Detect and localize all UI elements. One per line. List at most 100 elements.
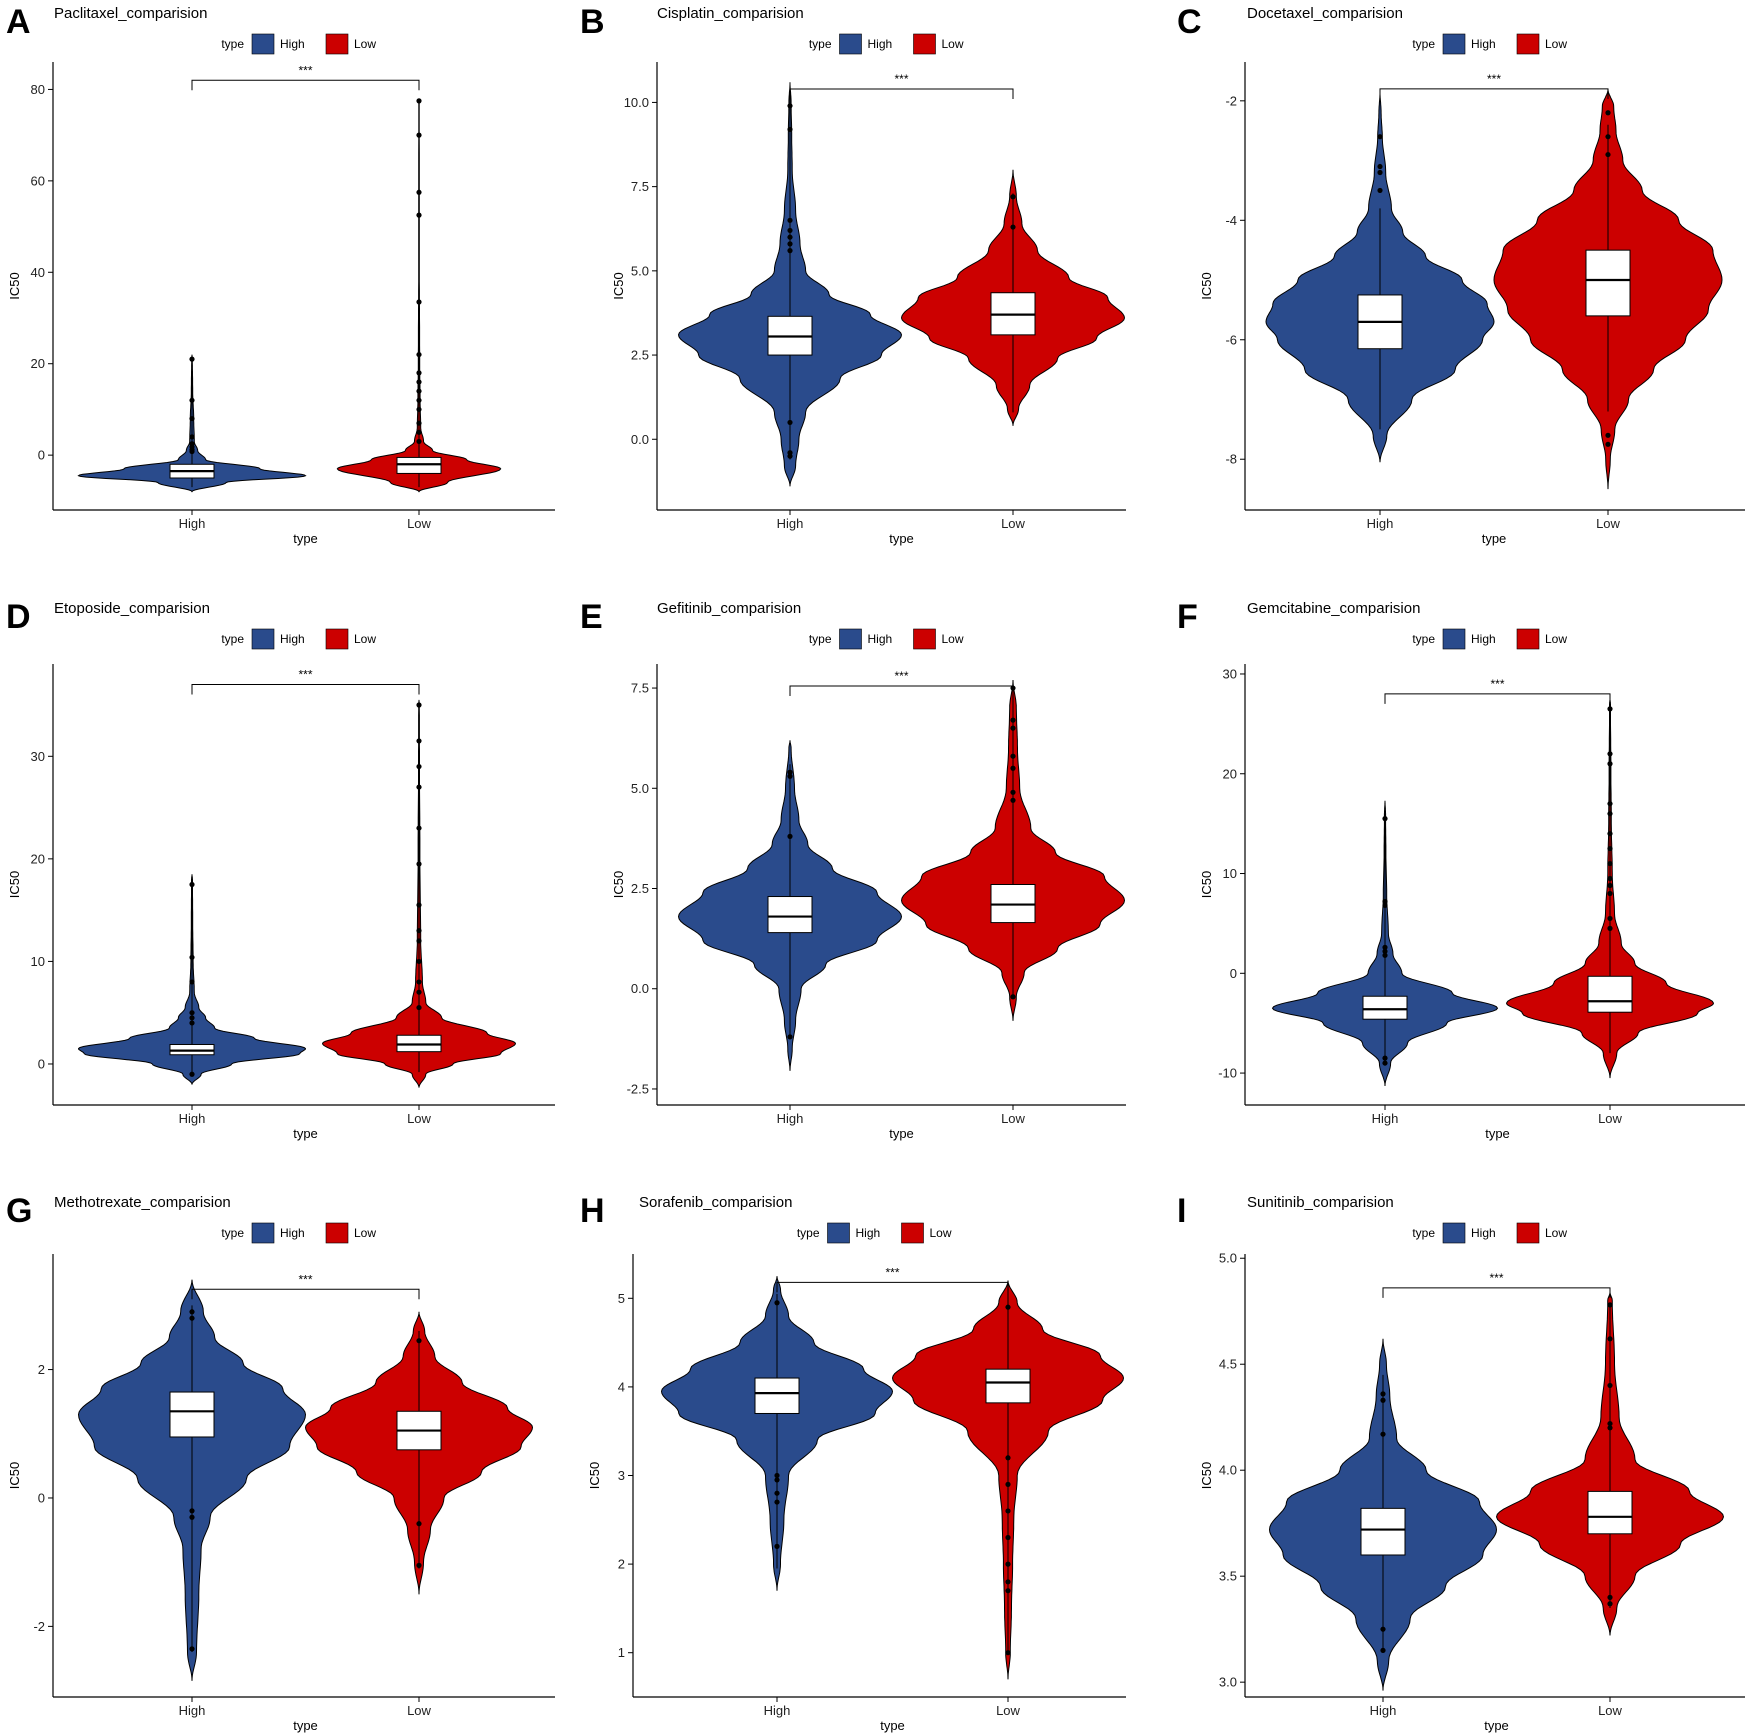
legend-label-low: Low xyxy=(1545,632,1567,646)
y-tick-label: 10 xyxy=(31,954,45,969)
y-tick-label: -6 xyxy=(1225,332,1237,347)
outlier-point xyxy=(774,1300,780,1306)
outlier-point xyxy=(416,351,422,358)
outlier-point xyxy=(416,299,422,305)
x-axis-title: type xyxy=(889,531,914,546)
outlier-point xyxy=(189,881,195,888)
outlier-point xyxy=(1607,1336,1613,1342)
legend-label-high: High xyxy=(280,37,305,51)
outlier-point xyxy=(1607,1382,1613,1389)
legend-key-high xyxy=(1442,1222,1466,1244)
x-tick-label: Low xyxy=(1598,1703,1622,1718)
outlier-point xyxy=(1005,1561,1011,1567)
y-tick-label: 20 xyxy=(31,356,45,371)
panel-letter: H xyxy=(580,1192,605,1230)
y-tick-label: 0 xyxy=(1230,966,1237,981)
significance-label: *** xyxy=(894,72,908,86)
box-low xyxy=(1585,249,1631,317)
outlier-point xyxy=(416,861,422,867)
outlier-point xyxy=(1005,1588,1011,1594)
outlier-point xyxy=(787,234,793,240)
y-tick-label: 10 xyxy=(1223,866,1237,881)
outlier-point xyxy=(416,406,422,413)
y-tick-label: 3.5 xyxy=(1219,1569,1237,1584)
x-axis-title: type xyxy=(293,1718,318,1733)
box-low xyxy=(985,1368,1031,1404)
outlier-point xyxy=(189,1514,195,1520)
outlier-point xyxy=(1605,134,1611,140)
outlier-point xyxy=(189,979,195,985)
outlier-point xyxy=(787,241,793,247)
legend-key-high xyxy=(839,628,862,650)
outlier-point xyxy=(189,1015,195,1021)
y-tick-label: 4.5 xyxy=(1219,1357,1237,1372)
y-axis-title: IC50 xyxy=(7,1462,22,1489)
x-tick-label: High xyxy=(777,516,804,531)
outlier-point xyxy=(1607,890,1613,897)
x-tick-label: Low xyxy=(407,1111,431,1126)
y-tick-label: 3 xyxy=(618,1468,625,1483)
legend-title: type xyxy=(809,37,832,51)
outlier-point xyxy=(1382,902,1388,909)
outlier-point xyxy=(189,1508,195,1514)
chart-title: Cisplatin_comparision xyxy=(657,5,804,22)
outlier-point xyxy=(1382,1060,1388,1066)
significance-label: *** xyxy=(1487,72,1501,86)
outlier-point xyxy=(1010,224,1016,230)
legend-key-low xyxy=(325,33,349,55)
x-axis-title: type xyxy=(889,1126,914,1141)
outlier-point xyxy=(1010,194,1016,200)
x-tick-label: Low xyxy=(1001,1111,1025,1126)
outlier-point xyxy=(1607,915,1613,922)
outlier-point xyxy=(1010,765,1016,771)
outlier-point xyxy=(787,453,793,459)
legend-label-high: High xyxy=(1471,632,1496,646)
legend-label-high: High xyxy=(868,37,893,51)
x-tick-label: Low xyxy=(996,1703,1020,1718)
legend-key-high xyxy=(251,33,275,55)
chart-title: Sorafenib_comparision xyxy=(639,1194,792,1211)
legend-key-low xyxy=(325,628,349,650)
outlier-point xyxy=(1010,994,1016,1000)
outlier-point xyxy=(416,938,422,944)
x-tick-label: High xyxy=(179,1111,206,1126)
x-tick-label: High xyxy=(1370,1703,1397,1718)
outlier-point xyxy=(1607,875,1613,882)
x-tick-label: High xyxy=(179,516,206,531)
outlier-point xyxy=(416,958,422,965)
y-axis-title: IC50 xyxy=(587,1462,602,1489)
legend-label-high: High xyxy=(1471,37,1496,51)
outlier-point xyxy=(787,217,793,223)
legend-label-low: Low xyxy=(354,632,376,646)
outlier-point xyxy=(1005,1579,1011,1585)
outlier-point xyxy=(774,1490,780,1496)
legend-label-low: Low xyxy=(1545,37,1567,51)
outlier-point xyxy=(1010,789,1016,795)
outlier-point xyxy=(416,132,422,138)
outlier-point xyxy=(787,248,793,254)
outlier-point xyxy=(189,1309,195,1315)
chart-title: Paclitaxel_comparision xyxy=(54,5,207,22)
outlier-point xyxy=(416,763,422,770)
outlier-point xyxy=(416,98,422,104)
outlier-point xyxy=(416,438,422,445)
outlier-point xyxy=(189,1646,195,1652)
y-tick-label: 4 xyxy=(618,1379,625,1394)
legend-key-high xyxy=(1442,33,1466,55)
legend-label-low: Low xyxy=(942,37,964,51)
outlier-point xyxy=(787,769,793,775)
outlier-point xyxy=(416,1521,422,1527)
significance-bracket xyxy=(1384,693,1611,704)
outlier-point xyxy=(416,429,422,435)
outlier-point xyxy=(1380,1431,1386,1437)
outlier-point xyxy=(416,1338,422,1344)
y-tick-label: 1 xyxy=(618,1645,625,1660)
y-tick-label: 5.0 xyxy=(631,781,649,796)
legend-title: type xyxy=(1412,632,1435,646)
outlier-point xyxy=(189,1071,195,1077)
y-tick-label: 30 xyxy=(31,749,45,764)
legend-label-low: Low xyxy=(1545,1226,1567,1240)
